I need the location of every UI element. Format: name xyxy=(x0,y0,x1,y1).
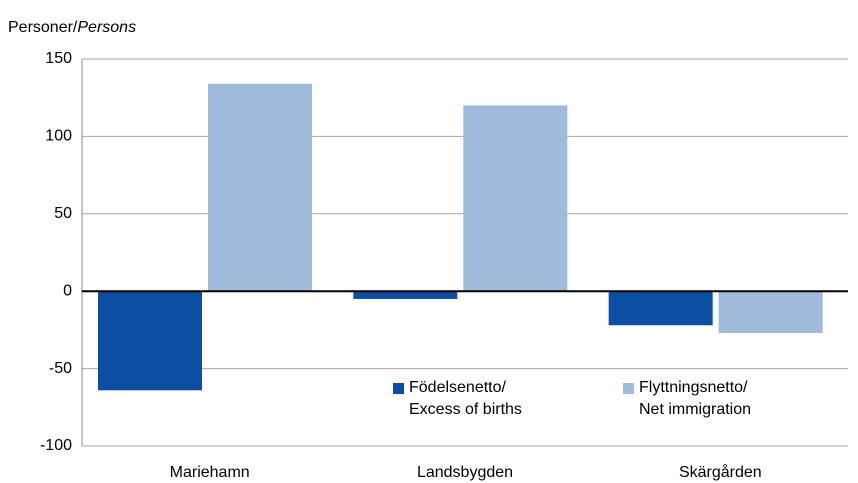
y-label-part: Persons xyxy=(77,19,136,36)
y-tick-label: 150 xyxy=(45,50,72,67)
y-tick-label: 50 xyxy=(54,205,72,222)
y-tick-label: 100 xyxy=(45,128,72,145)
bar xyxy=(208,83,312,292)
y-tick-label: -100 xyxy=(40,437,72,454)
bar xyxy=(98,291,202,391)
legend-label: Flyttningsnetto/ Net immigration xyxy=(639,379,752,418)
bar xyxy=(463,105,568,292)
legend-label: Födelsenetto/ Excess of births xyxy=(409,379,522,418)
bar xyxy=(353,291,458,299)
legend-swatch xyxy=(623,383,634,394)
legend-swatch xyxy=(393,383,404,394)
x-tick-label: Landsbygden xyxy=(417,464,513,481)
y-tick-label: -50 xyxy=(49,360,72,377)
x-tick-label: Skärgården xyxy=(679,463,762,481)
y-label-part: Personer/ xyxy=(8,19,78,36)
bar xyxy=(718,291,823,333)
x-tick-label: Mariehamn xyxy=(170,464,250,481)
y-axis-label: Personer/Persons xyxy=(8,19,136,36)
y-tick-label: 0 xyxy=(63,282,72,299)
bar xyxy=(608,291,713,326)
